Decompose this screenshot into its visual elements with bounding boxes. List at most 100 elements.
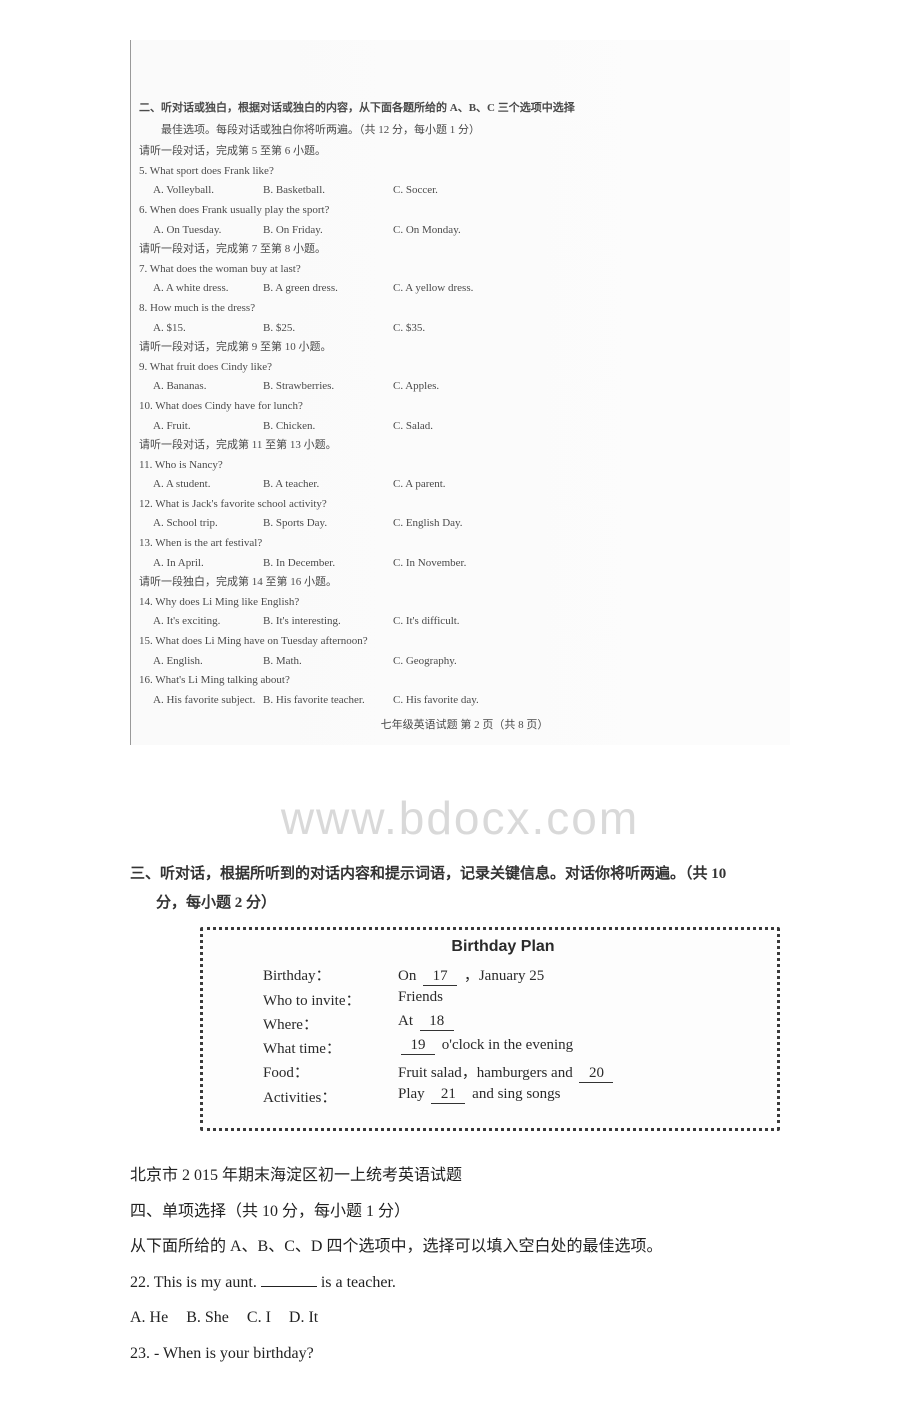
plan-title: Birthday Plan — [263, 938, 743, 956]
question-23: 23. - When is your birthday? — [130, 1337, 790, 1371]
choice-8a: A. $15. — [153, 320, 263, 338]
plan-value-where: At 18 — [398, 1013, 743, 1034]
choice-7b: B. A green dress. — [263, 280, 393, 298]
q22-post: is a teacher. — [317, 1274, 396, 1291]
blank-21: 21 — [431, 1086, 465, 1104]
choice-7c: C. A yellow dress. — [393, 280, 523, 298]
q22-pre: 22. This is my aunt. — [130, 1274, 261, 1291]
instruction-11-13: 请听一段对话，完成第 11 至第 13 小题。 — [139, 437, 790, 455]
choices-12: A. School trip. B. Sports Day. C. Englis… — [139, 515, 790, 533]
plan-food-pre: Fruit salad，hamburgers and — [398, 1065, 576, 1081]
plan-value-time: 19 o'clock in the evening — [398, 1037, 743, 1058]
choices-13: A. In April. B. In December. C. In Novem… — [139, 555, 790, 573]
choice-9c: C. Apples. — [393, 378, 523, 396]
q22-choice-a: A. He — [130, 1309, 168, 1326]
choice-12c: C. English Day. — [393, 515, 523, 533]
question-15: 15. What does Li Ming have on Tuesday af… — [139, 633, 790, 651]
question-9: 9. What fruit does Cindy like? — [139, 359, 790, 377]
choice-10b: B. Chicken. — [263, 418, 393, 436]
choice-7a: A. A white dress. — [153, 280, 263, 298]
choice-5c: C. Soccer. — [393, 182, 523, 200]
plan-label-birthday: Birthday： — [263, 964, 398, 986]
choices-15: A. English. B. Math. C. Geography. — [139, 653, 790, 671]
birthday-plan-box: Birthday Plan Birthday： On 17 ，January 2… — [200, 927, 780, 1131]
choice-14c: C. It's difficult. — [393, 613, 523, 631]
choice-11c: C. A parent. — [393, 476, 523, 494]
q22-choice-d: D. It — [289, 1309, 318, 1326]
bottom-section: 北京市 2 015 年期末海淀区初一上统考英语试题 四、单项选择（共 10 分，… — [0, 1151, 920, 1413]
section4-heading: 四、单项选择（共 10 分，每小题 1 分） — [130, 1195, 790, 1229]
choice-13c: C. In November. — [393, 555, 523, 573]
instruction-14-16: 请听一段独白，完成第 14 至第 16 小题。 — [139, 574, 790, 592]
question-12: 12. What is Jack's favorite school activ… — [139, 496, 790, 514]
q22-blank — [261, 1286, 317, 1287]
blank-17: 17 — [423, 968, 457, 986]
plan-activities-pre: Play — [398, 1086, 428, 1102]
choices-8: A. $15. B. $25. C. $35. — [139, 320, 790, 338]
blank-18: 18 — [420, 1013, 454, 1031]
section2-subheading: 最佳选项。每段对话或独白你将听两遍。（共 12 分，每小题 1 分） — [139, 122, 790, 140]
choice-6a: A. On Tuesday. — [153, 222, 263, 240]
scan-page-section: 二、听对话或独白，根据对话或独白的内容，从下面各题所给的 A、B、C 三个选项中… — [130, 40, 790, 745]
choice-11a: A. A student. — [153, 476, 263, 494]
plan-value-birthday: On 17 ，January 25 — [398, 964, 743, 986]
plan-birthday-post: ，January 25 — [460, 968, 544, 984]
choices-10: A. Fruit. B. Chicken. C. Salad. — [139, 418, 790, 436]
choice-6b: B. On Friday. — [263, 222, 393, 240]
section4-instructions: 从下面所给的 A、B、C、D 四个选项中，选择可以填入空白处的最佳选项。 — [130, 1230, 790, 1264]
question-11: 11. Who is Nancy? — [139, 457, 790, 475]
blank-19: 19 — [401, 1037, 435, 1055]
plan-label-time: What time： — [263, 1037, 398, 1058]
instruction-7-8: 请听一段对话，完成第 7 至第 8 小题。 — [139, 241, 790, 259]
section2-heading: 二、听对话或独白，根据对话或独白的内容，从下面各题所给的 A、B、C 三个选项中… — [139, 100, 790, 118]
choice-8c: C. $35. — [393, 320, 523, 338]
choice-16c: C. His favorite day. — [393, 692, 523, 710]
plan-birthday-pre: On — [398, 968, 420, 984]
choice-15a: A. English. — [153, 653, 263, 671]
question-7: 7. What does the woman buy at last? — [139, 261, 790, 279]
choice-12b: B. Sports Day. — [263, 515, 393, 533]
choices-7: A. A white dress. B. A green dress. C. A… — [139, 280, 790, 298]
choice-11b: B. A teacher. — [263, 476, 393, 494]
section3-container: 三、听对话，根据所听到的对话内容和提示词语，记录关键信息。对话你将听两遍。（共 … — [0, 857, 920, 927]
plan-value-activities: Play 21 and sing songs — [398, 1086, 743, 1107]
plan-activities-post: and sing songs — [468, 1086, 560, 1102]
choice-13a: A. In April. — [153, 555, 263, 573]
plan-row-food: Food： Fruit salad，hamburgers and 20 — [263, 1061, 743, 1083]
question-14: 14. Why does Li Ming like English? — [139, 594, 790, 612]
plan-label-invite: Who to invite： — [263, 989, 398, 1010]
plan-label-activities: Activities： — [263, 1086, 398, 1107]
exam-title: 北京市 2 015 年期末海淀区初一上统考英语试题 — [130, 1159, 790, 1193]
blank-20: 20 — [579, 1065, 613, 1083]
choice-5a: A. Volleyball. — [153, 182, 263, 200]
choices-6: A. On Tuesday. B. On Friday. C. On Monda… — [139, 222, 790, 240]
plan-time-post: o'clock in the evening — [438, 1037, 573, 1053]
plan-row-invite: Who to invite： Friends — [263, 989, 743, 1010]
plan-value-food: Fruit salad，hamburgers and 20 — [398, 1061, 743, 1083]
question-22: 22. This is my aunt. is a teacher. — [130, 1266, 790, 1300]
plan-row-where: Where： At 18 — [263, 1013, 743, 1034]
choices-14: A. It's exciting. B. It's interesting. C… — [139, 613, 790, 631]
choice-16b: B. His favorite teacher. — [263, 692, 393, 710]
section3-subheading: 分，每小题 2 分） — [130, 890, 790, 917]
choice-8b: B. $25. — [263, 320, 393, 338]
question-16: 16. What's Li Ming talking about? — [139, 672, 790, 690]
choice-5b: B. Basketball. — [263, 182, 393, 200]
question-6: 6. When does Frank usually play the spor… — [139, 202, 790, 220]
plan-value-invite: Friends — [398, 989, 743, 1010]
choices-9: A. Bananas. B. Strawberries. C. Apples. — [139, 378, 790, 396]
choice-9a: A. Bananas. — [153, 378, 263, 396]
choice-6c: C. On Monday. — [393, 222, 523, 240]
plan-label-food: Food： — [263, 1061, 398, 1083]
scan-footer: 七年级英语试题 第 2 页（共 8 页） — [139, 717, 790, 735]
q22-choices: A. He B. She C. I D. It — [130, 1301, 790, 1335]
choice-12a: A. School trip. — [153, 515, 263, 533]
plan-row-time: What time： 19 o'clock in the evening — [263, 1037, 743, 1058]
question-5: 5. What sport does Frank like? — [139, 163, 790, 181]
instruction-9-10: 请听一段对话，完成第 9 至第 10 小题。 — [139, 339, 790, 357]
question-8: 8. How much is the dress? — [139, 300, 790, 318]
choices-11: A. A student. B. A teacher. C. A parent. — [139, 476, 790, 494]
question-13: 13. When is the art festival? — [139, 535, 790, 553]
choice-10a: A. Fruit. — [153, 418, 263, 436]
choice-15b: B. Math. — [263, 653, 393, 671]
